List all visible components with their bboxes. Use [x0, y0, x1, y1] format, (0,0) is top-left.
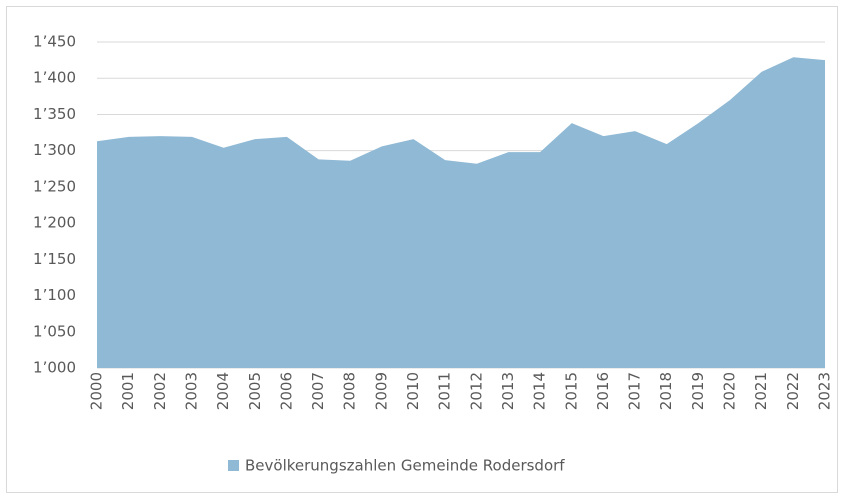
x-tick-label: 2012 [467, 372, 485, 410]
x-tick-label: 2000 [88, 372, 106, 410]
x-tick-label: 2009 [372, 372, 390, 410]
y-tick-label: 1’050 [33, 322, 76, 340]
y-tick-label: 1’450 [33, 33, 76, 51]
x-tick-label: 2016 [594, 372, 612, 410]
y-tick-label: 1’350 [33, 105, 76, 123]
y-tick-label: 1’400 [33, 69, 76, 87]
x-tick-label: 2015 [562, 372, 580, 410]
x-tick-label: 2006 [277, 372, 295, 410]
x-tick-label: 2010 [404, 372, 422, 410]
y-tick-label: 1’150 [33, 250, 76, 268]
x-tick-label: 2023 [816, 372, 834, 410]
x-tick-label: 2001 [119, 372, 137, 410]
x-tick-label: 2014 [531, 372, 549, 410]
x-tick-label: 2022 [784, 372, 802, 410]
x-tick-label: 2018 [657, 372, 675, 410]
x-tick-label: 2008 [341, 372, 359, 410]
y-tick-label: 1’250 [33, 177, 76, 195]
x-tick-label: 2013 [499, 372, 517, 410]
x-tick-label: 2017 [626, 372, 644, 410]
x-tick-label: 2019 [689, 372, 707, 410]
x-tick-label: 2002 [151, 372, 169, 410]
x-tick-label: 2011 [436, 372, 454, 410]
y-tick-label: 1’300 [33, 141, 76, 159]
y-tick-label: 1’100 [33, 286, 76, 304]
x-tick-label: 2021 [752, 372, 770, 410]
x-tick-label: 2005 [246, 372, 264, 410]
y-tick-label: 1’200 [33, 214, 76, 232]
x-tick-label: 2003 [182, 372, 200, 410]
x-tick-label: 2007 [309, 372, 327, 410]
x-tick-label: 2004 [214, 372, 232, 410]
legend-swatch [228, 460, 239, 471]
area [97, 57, 825, 369]
x-tick-label: 2020 [721, 372, 739, 410]
legend-label: Bevölkerungszahlen Gemeinde Rodersdorf [245, 457, 565, 475]
y-tick-label: 1’000 [33, 359, 76, 377]
